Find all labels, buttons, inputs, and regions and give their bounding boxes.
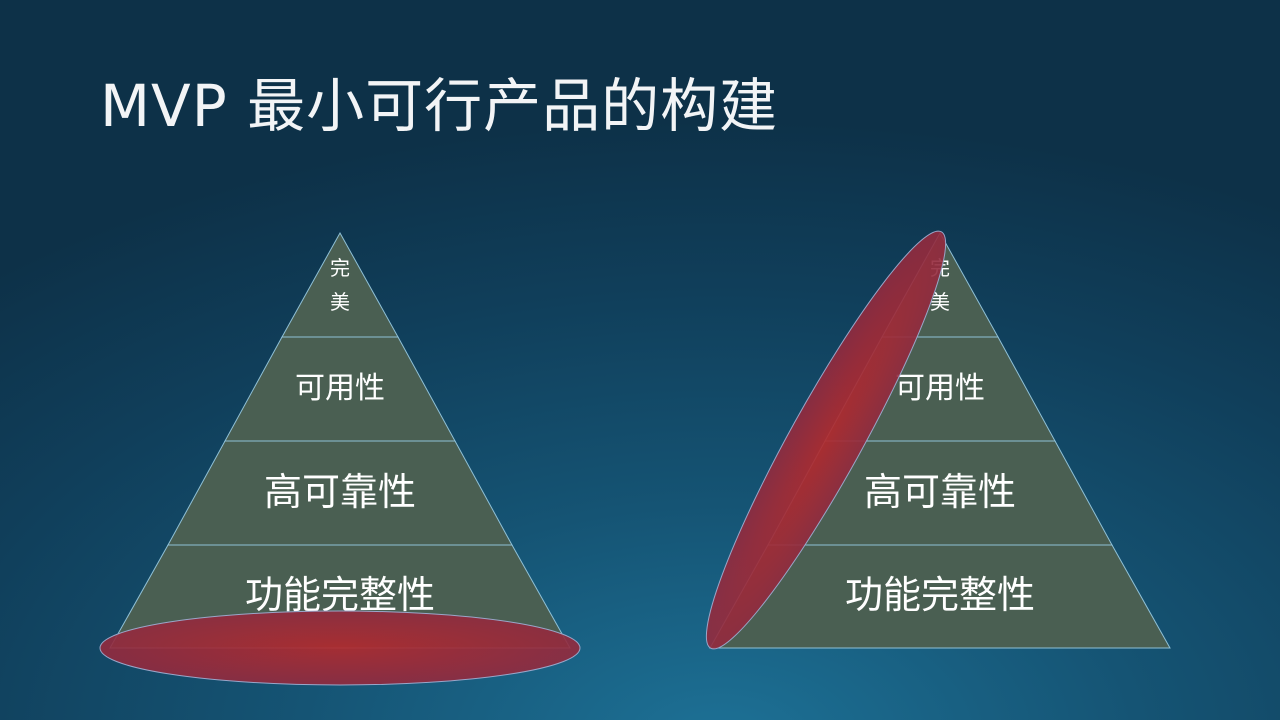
level-label: 美	[930, 290, 950, 314]
level-label: 功能完整性	[245, 573, 435, 617]
level-label: 高可靠性	[264, 470, 416, 514]
pyramid-right-level-3: 高可靠性	[767, 440, 1113, 546]
slide-title: MVP 最小可行产品的构建	[100, 72, 779, 140]
level-label: 功能完整性	[845, 573, 1035, 617]
level-label: 美	[330, 290, 350, 314]
pyramid-right: 完 美 可用性 高可靠性 功能完整性	[705, 230, 1171, 650]
pyramid-right-level-4: 功能完整性	[709, 544, 1171, 649]
pyramid-left: 完 美 可用性 高可靠性 功能完整性	[99, 231, 581, 686]
highlight-ellipse-diagonal	[705, 230, 947, 650]
level-label: 可用性	[895, 371, 985, 406]
highlight-ellipse-base	[99, 610, 581, 686]
level-label: 可用性	[295, 371, 385, 406]
pyramid-left-level-1: 完 美	[281, 231, 399, 338]
pyramid-left-level-2: 可用性	[224, 336, 456, 442]
pyramid-left-level-3: 高可靠性	[167, 440, 513, 546]
level-label: 高可靠性	[864, 470, 1016, 514]
level-label: 完	[330, 256, 350, 280]
